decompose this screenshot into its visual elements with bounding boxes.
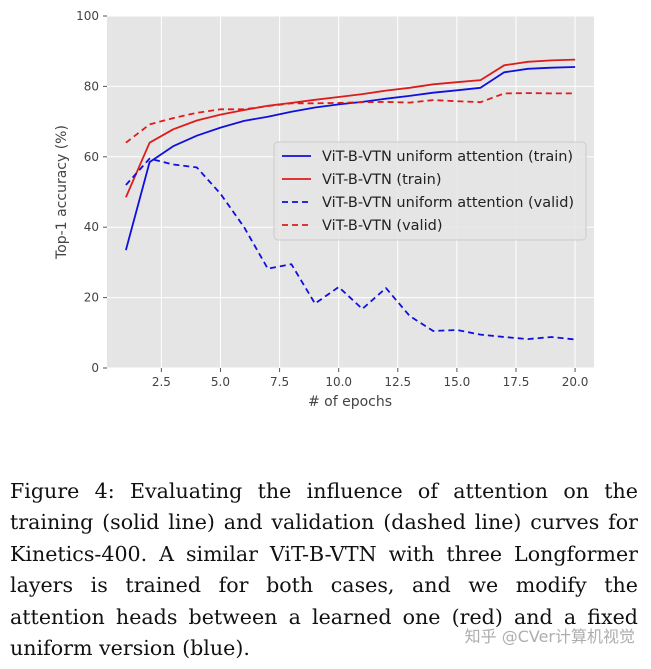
- legend-label: ViT-B-VTN uniform attention (valid): [322, 195, 574, 211]
- x-tick-label: 12.5: [384, 375, 411, 389]
- y-tick-label: 20: [84, 291, 99, 305]
- x-tick-label: 2.5: [152, 375, 171, 389]
- y-tick-label: 40: [84, 220, 99, 234]
- x-tick-label: 15.0: [444, 375, 471, 389]
- series-line-3: [125, 157, 576, 341]
- legend: ViT-B-VTN uniform attention (train) ViT-B…: [273, 141, 587, 241]
- x-tick-label: 20.0: [562, 375, 589, 389]
- y-tick-label: 80: [84, 79, 99, 93]
- chart: 2.5 5.0 7.5 10.0 12.5 15.0 17.5 20.0 0 20 40 60 80 10…: [54, 9, 594, 410]
- legend-label: ViT-B-VTN uniform attention (train): [322, 149, 573, 165]
- series-line-4: [125, 92, 576, 144]
- legend-box: [273, 141, 587, 241]
- x-tick-label: 10.0: [325, 375, 352, 389]
- series-lines: [125, 58, 576, 341]
- axis-ticks: 2.5 5.0 7.5 10.0 12.5 15.0 17.5 20.0 0 20 40 60 80 10…: [76, 9, 588, 389]
- y-axis-label: Top-1 accuracy (%): [54, 125, 70, 260]
- x-tick-label: 7.5: [270, 375, 289, 389]
- y-tick-label: 100: [76, 9, 99, 23]
- watermark: 知乎 @CVer计算机视觉: [464, 627, 635, 646]
- x-tick-label: 5.0: [211, 375, 230, 389]
- x-tick-label: 17.5: [503, 375, 530, 389]
- legend-label: ViT-B-VTN (train): [322, 172, 442, 188]
- series-line-2: [125, 58, 576, 198]
- figure-caption: Figure 4: Evaluating the influence of at…: [10, 479, 638, 661]
- legend-label: ViT-B-VTN (valid): [322, 218, 442, 234]
- y-tick-label: 60: [84, 150, 99, 164]
- y-tick-label: 0: [91, 361, 99, 375]
- x-axis-label: # of epochs: [308, 394, 392, 410]
